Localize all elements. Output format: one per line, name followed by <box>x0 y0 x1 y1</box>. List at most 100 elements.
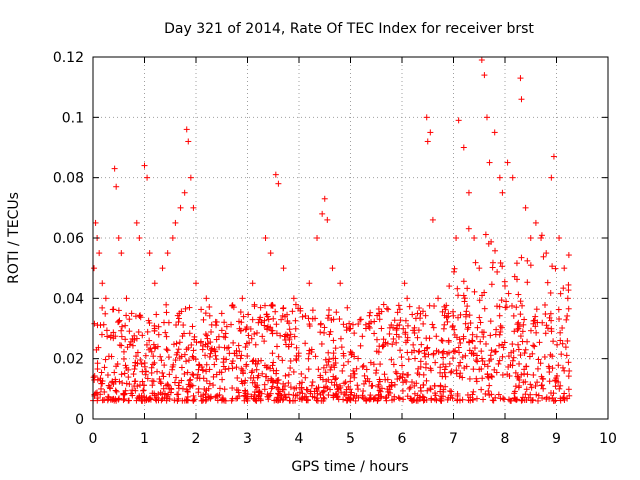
data-point <box>242 393 249 400</box>
data-point <box>375 306 382 313</box>
data-point <box>482 390 489 397</box>
data-point <box>290 295 297 302</box>
data-point <box>443 302 450 309</box>
data-point <box>414 397 421 404</box>
data-point <box>532 219 539 226</box>
data-point <box>541 301 548 308</box>
data-point <box>516 360 523 367</box>
data-point <box>120 348 127 355</box>
data-point <box>151 359 158 366</box>
data-point <box>419 393 426 400</box>
data-point <box>547 310 554 317</box>
data-point <box>121 395 128 402</box>
data-point <box>459 354 466 361</box>
data-point <box>109 396 116 403</box>
data-point <box>420 320 427 327</box>
data-point <box>532 313 539 320</box>
data-point <box>494 268 501 275</box>
data-point <box>515 341 522 348</box>
data-point <box>130 371 137 378</box>
data-point <box>346 325 353 332</box>
data-point <box>292 301 299 308</box>
data-point <box>99 280 106 287</box>
data-point <box>101 364 108 371</box>
data-point <box>163 382 170 389</box>
data-points <box>90 57 573 404</box>
data-point <box>524 371 531 378</box>
data-point <box>401 280 408 287</box>
data-point <box>385 306 392 313</box>
data-point <box>556 385 563 392</box>
data-point <box>103 327 110 334</box>
data-point <box>122 336 129 343</box>
data-point <box>96 250 103 257</box>
data-point <box>391 393 398 400</box>
data-point <box>435 295 442 302</box>
data-point <box>348 351 355 358</box>
data-point <box>118 327 125 334</box>
data-point <box>360 362 367 369</box>
data-point <box>131 366 138 373</box>
data-point <box>449 322 456 329</box>
data-point <box>102 310 109 317</box>
data-point <box>121 370 128 377</box>
data-point <box>173 322 180 329</box>
data-point <box>193 280 199 287</box>
data-point <box>333 381 340 388</box>
data-point <box>144 375 151 382</box>
x-tick-label: 2 <box>192 431 201 447</box>
data-point <box>203 295 210 302</box>
data-point <box>513 397 520 404</box>
data-point <box>481 72 488 79</box>
data-point <box>565 373 572 380</box>
data-point <box>371 330 378 337</box>
data-point <box>517 333 524 340</box>
data-point <box>262 302 269 309</box>
data-point <box>514 276 521 283</box>
data-point <box>91 265 98 272</box>
data-point <box>249 367 256 374</box>
data-point <box>496 357 503 364</box>
data-point <box>94 365 101 372</box>
data-point <box>406 385 413 392</box>
data-point <box>527 327 534 334</box>
data-point <box>245 332 252 339</box>
data-point <box>128 390 135 397</box>
data-point <box>433 347 440 354</box>
data-point <box>487 332 494 339</box>
data-point <box>535 397 542 404</box>
data-point <box>558 351 565 358</box>
data-point <box>397 373 404 380</box>
data-point <box>141 359 148 366</box>
data-point <box>243 363 250 370</box>
data-point <box>343 386 350 393</box>
data-point <box>184 369 191 376</box>
data-point <box>100 321 107 328</box>
data-point <box>544 279 551 286</box>
data-point <box>505 290 512 297</box>
data-point <box>122 322 129 329</box>
data-point <box>262 373 269 380</box>
data-point <box>445 339 452 346</box>
data-point <box>203 377 210 384</box>
data-point <box>119 379 126 386</box>
data-point <box>302 374 309 381</box>
data-point <box>515 319 522 326</box>
data-point <box>257 304 264 311</box>
axis-ticks <box>92 56 609 420</box>
data-point <box>325 312 332 319</box>
data-point <box>366 378 373 385</box>
data-point <box>515 346 522 353</box>
data-point <box>210 373 217 380</box>
data-point <box>559 325 566 332</box>
data-point <box>163 301 170 308</box>
data-point <box>397 347 404 354</box>
data-point <box>382 395 389 402</box>
data-point <box>112 387 119 394</box>
data-point <box>356 316 363 323</box>
data-point <box>140 387 147 394</box>
chart-title: Day 321 of 2014, Rate Of TEC Index for r… <box>164 21 534 37</box>
data-point <box>247 325 254 332</box>
data-point <box>446 283 453 290</box>
data-point <box>167 385 174 392</box>
